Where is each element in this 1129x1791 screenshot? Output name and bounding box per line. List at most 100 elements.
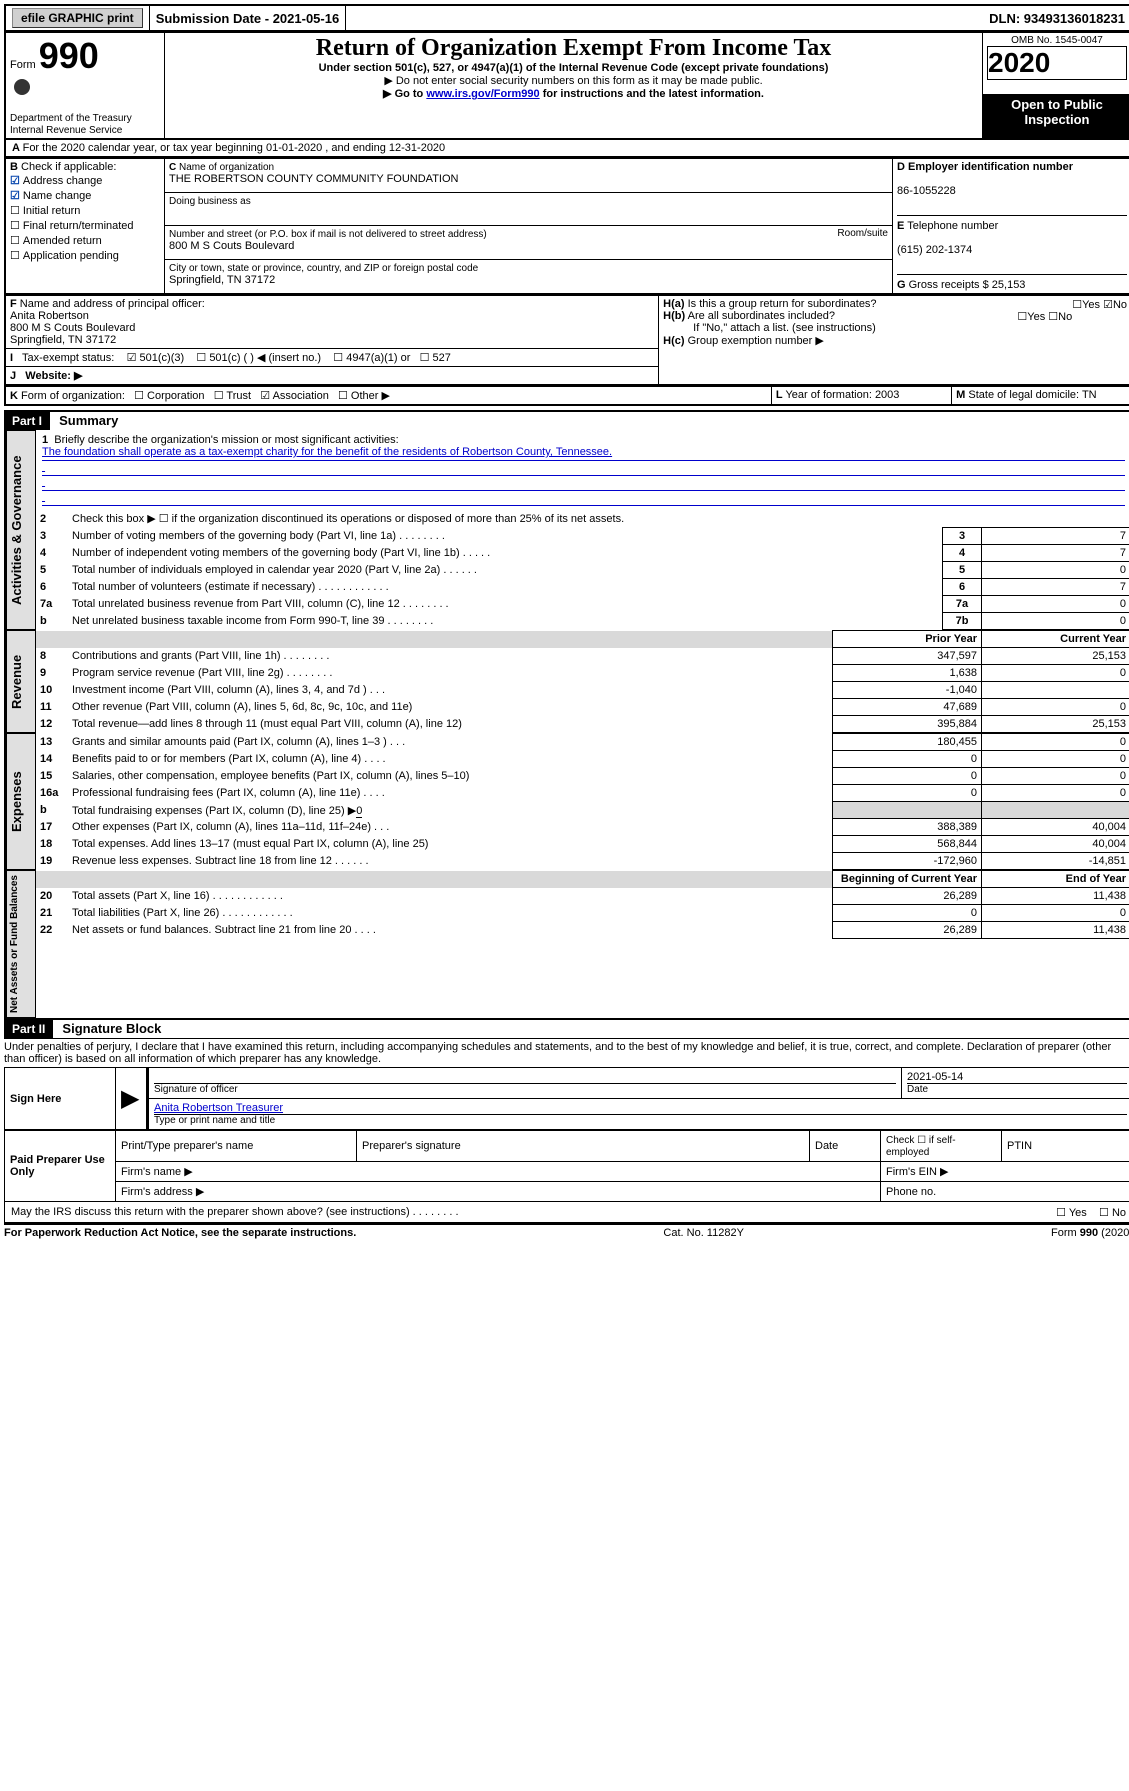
tax-status-label: Tax-exempt status: — [22, 352, 114, 364]
section-activities-governance: Activities & Governance 1 Briefly descri… — [4, 430, 1129, 630]
dept-treasury: Department of the Treasury — [10, 113, 132, 124]
check-final-return[interactable]: Final return/terminated — [10, 218, 160, 233]
pra-notice: For Paperwork Reduction Act Notice, see … — [4, 1227, 356, 1239]
part-ii-badge: Part II — [4, 1020, 53, 1038]
irs-eagle-icon — [10, 77, 34, 97]
line-9-curr: 0 — [982, 665, 1129, 682]
hc-label: Group exemption number ▶ — [688, 335, 824, 347]
sign-here-label: Sign Here — [5, 1068, 116, 1130]
check-4947[interactable]: 4947(a)(1) or — [346, 352, 410, 364]
form-label: Form — [10, 59, 36, 71]
sig-date-cell: 2021-05-14 Date — [902, 1068, 1129, 1099]
line-13-desc: Grants and similar amounts paid (Part IX… — [68, 734, 833, 751]
line-22-curr: 11,438 — [982, 922, 1129, 939]
check-address-change[interactable]: Address change — [10, 173, 160, 188]
ptin-label[interactable]: PTIN — [1002, 1131, 1129, 1162]
tax-year: 2020 — [987, 46, 1127, 80]
discuss-yes[interactable]: Yes — [1069, 1207, 1087, 1219]
efile-print-button[interactable]: efile GRAPHIC print — [6, 6, 150, 30]
mission-blank-1 — [42, 461, 1125, 476]
sign-arrow-icon: ▶ — [121, 1085, 139, 1112]
check-assoc[interactable]: Association — [273, 390, 329, 402]
officer-label: Name and address of principal officer: — [20, 298, 205, 310]
hb-note: If "No," attach a list. (see instruction… — [663, 322, 876, 334]
line-16b-val: 0 — [356, 805, 362, 818]
form-number-cell: Form 990 Department of the Treasury Inte… — [5, 33, 165, 140]
hb-no[interactable]: No — [1058, 311, 1072, 323]
line-5-desc: Total number of individuals employed in … — [68, 562, 943, 579]
prep-name-label[interactable]: Print/Type preparer's name — [116, 1131, 357, 1162]
box-c-city: City or town, state or province, country… — [165, 260, 893, 294]
line-16b-curr — [982, 802, 1129, 819]
line-10-curr — [982, 682, 1129, 699]
officer-addr2: Springfield, TN 37172 — [10, 334, 116, 346]
firm-name-label[interactable]: Firm's name ▶ — [116, 1162, 881, 1182]
open-public: Open to Public Inspection — [983, 95, 1129, 139]
box-b-label: Check if applicable: — [21, 161, 116, 173]
street-label: Number and street (or P.O. box if mail i… — [169, 229, 487, 240]
line-21-desc: Total liabilities (Part X, line 26) . . … — [68, 905, 833, 922]
line-7b-val: 0 — [982, 613, 1129, 630]
box-c-dba: Doing business as — [165, 192, 893, 226]
irs-link[interactable]: www.irs.gov/Form990 — [426, 88, 539, 100]
line-6-desc: Total number of volunteers (estimate if … — [68, 579, 943, 596]
cat-no: Cat. No. 11282Y — [663, 1227, 744, 1239]
prep-sig-label[interactable]: Preparer's signature — [357, 1131, 810, 1162]
hb-yes[interactable]: Yes — [1027, 311, 1045, 323]
dln: DLN: 93493136018231 — [983, 6, 1129, 30]
firm-phone-label[interactable]: Phone no. — [881, 1182, 1129, 1202]
goto-link-line: ▶ Go to www.irs.gov/Form990 for instruct… — [169, 87, 978, 100]
check-initial-return[interactable]: Initial return — [10, 203, 160, 218]
line-7b-desc: Net unrelated business taxable income fr… — [68, 613, 943, 630]
mission-text: The foundation shall operate as a tax-ex… — [42, 446, 1125, 461]
line-12-desc: Total revenue—add lines 8 through 11 (mu… — [68, 716, 833, 733]
form-header: Form 990 Department of the Treasury Inte… — [4, 32, 1129, 140]
goto-post: for instructions and the latest informat… — [540, 88, 764, 100]
check-corp[interactable]: Corporation — [147, 390, 204, 402]
check-application-pending[interactable]: Application pending — [10, 248, 160, 263]
check-other[interactable]: Other ▶ — [351, 390, 390, 402]
ha-yes[interactable]: Yes — [1082, 299, 1100, 311]
line-21-curr: 0 — [982, 905, 1129, 922]
year-formation: 2003 — [875, 389, 899, 401]
city-label: City or town, state or province, country… — [169, 263, 478, 274]
check-trust[interactable]: Trust — [226, 390, 251, 402]
check-self-employed[interactable]: Check ☐ if self-employed — [886, 1135, 956, 1158]
line-10-prior: -1,040 — [833, 682, 982, 699]
line-1: 1 Briefly describe the organization's mi… — [36, 430, 1129, 510]
discuss-no[interactable]: No — [1112, 1207, 1126, 1219]
line-15-prior: 0 — [833, 768, 982, 785]
officer-sig-cell[interactable]: Signature of officer — [148, 1068, 902, 1099]
prep-date-label[interactable]: Date — [810, 1131, 881, 1162]
check-name-change[interactable]: Name change — [10, 188, 160, 203]
c-name-label: Name of organization — [179, 162, 274, 173]
line-14-desc: Benefits paid to or for members (Part IX… — [68, 751, 833, 768]
header-block-fhij: F Name and address of principal officer:… — [4, 295, 1129, 386]
vlabel-expenses: Expenses — [6, 733, 36, 870]
line-20-curr: 11,438 — [982, 888, 1129, 905]
line-3-desc: Number of voting members of the governin… — [68, 528, 943, 545]
line-11-desc: Other revenue (Part VIII, column (A), li… — [68, 699, 833, 716]
check-amended[interactable]: Amended return — [10, 233, 160, 248]
line-9-desc: Program service revenue (Part VIII, line… — [68, 665, 833, 682]
omb-cell: OMB No. 1545-0047 2020 — [983, 33, 1129, 95]
firm-ein-label[interactable]: Firm's EIN ▶ — [881, 1162, 1129, 1182]
box-defg: D Employer identification number 86-1055… — [893, 159, 1129, 295]
ha-no[interactable]: No — [1113, 299, 1127, 311]
check-527[interactable]: 527 — [433, 352, 451, 364]
title-cell: Return of Organization Exempt From Incom… — [165, 33, 983, 140]
website-label: Website: ▶ — [25, 370, 82, 382]
perjury-declaration: Under penalties of perjury, I declare th… — [4, 1038, 1129, 1067]
line-17-prior: 388,389 — [833, 819, 982, 836]
goto-pre: ▶ Go to — [383, 88, 426, 100]
check-501c[interactable]: 501(c) ( ) ◀ (insert no.) — [209, 352, 321, 364]
line-14-prior: 0 — [833, 751, 982, 768]
line-7a-val: 0 — [982, 596, 1129, 613]
dba-label: Doing business as — [169, 196, 251, 207]
self-emp-cell[interactable]: Check ☐ if self-employed — [881, 1131, 1002, 1162]
box-m: M State of legal domicile: TN — [952, 387, 1129, 406]
check-501c3[interactable]: 501(c)(3) — [140, 352, 185, 364]
firm-addr-label[interactable]: Firm's address ▶ — [116, 1182, 881, 1202]
line-18-curr: 40,004 — [982, 836, 1129, 853]
line-11-prior: 47,689 — [833, 699, 982, 716]
